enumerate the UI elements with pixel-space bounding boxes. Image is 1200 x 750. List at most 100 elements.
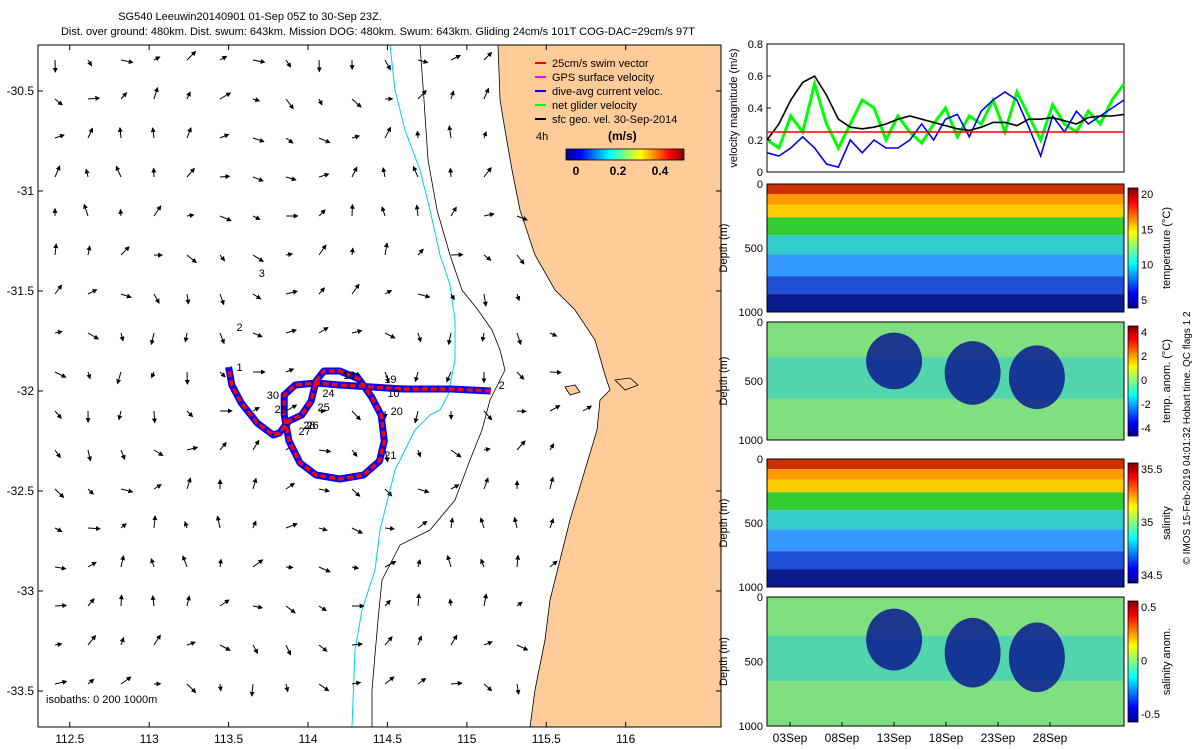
geo-velocity-arrow	[446, 371, 452, 383]
heatmap-ytick-label: 0	[757, 454, 763, 466]
track-day-label: 27	[298, 426, 310, 438]
geo-velocity-arrow	[219, 55, 228, 61]
geo-velocity-arrow	[186, 167, 195, 178]
geo-velocity-arrow	[351, 98, 362, 108]
time-xtick-label: 13Sep	[877, 731, 912, 745]
geo-velocity-arrow	[186, 127, 192, 139]
geo-velocity-arrow	[54, 410, 62, 420]
geo-velocity-arrow	[516, 371, 525, 380]
geo-velocity-arrow	[150, 127, 156, 139]
geo-velocity-arrow	[86, 371, 92, 380]
geo-velocity-arrow	[120, 246, 130, 256]
anomaly-blob	[1008, 622, 1065, 693]
geo-velocity-arrow	[117, 126, 123, 139]
geo-velocity-arrow	[87, 526, 101, 531]
map-xtick-label: 112.5	[55, 732, 84, 746]
geo-velocity-arrow	[483, 410, 493, 421]
geo-velocity-arrow	[183, 332, 189, 343]
geo-velocity-arrow	[285, 289, 299, 295]
geo-velocity-arrow	[482, 130, 488, 139]
geo-velocity-arrow	[252, 59, 266, 64]
geo-velocity-arrow	[54, 449, 61, 459]
geo-velocity-arrow	[153, 86, 159, 100]
time-xtick-label: 28Sep	[1033, 731, 1068, 745]
geo-velocity-arrow	[449, 517, 455, 529]
track-day-label: 2	[499, 380, 505, 392]
geo-velocity-arrow	[285, 98, 294, 110]
geo-velocity-arrow	[186, 213, 195, 219]
geo-velocity-arrow	[582, 405, 593, 412]
heatmap-border	[766, 458, 1125, 588]
legend-label: dive-avg current veloc.	[552, 86, 663, 98]
geo-velocity-arrow	[285, 59, 292, 68]
heatmap-ytick-label: 500	[745, 243, 763, 255]
heatmap-ytick-label: 0	[757, 317, 763, 329]
geo-velocity-arrow	[318, 172, 330, 178]
geo-velocity-arrow	[219, 133, 230, 139]
geo-velocity-arrow	[87, 127, 94, 139]
geo-velocity-arrow	[54, 329, 63, 335]
geo-velocity-arrow	[384, 59, 391, 71]
geo-velocity-arrow	[119, 636, 125, 646]
geo-velocity-arrow	[380, 206, 386, 217]
heatmap-ylabel: Depth (m)	[718, 499, 730, 548]
geo-velocity-arrow	[87, 95, 101, 101]
geo-velocity-arrow	[384, 676, 395, 685]
geo-velocity-arrow	[87, 332, 100, 340]
time-xtick-label: 23Sep	[981, 731, 1016, 745]
track-day-label: 29	[275, 404, 287, 416]
geo-velocity-arrow	[351, 283, 360, 295]
map-y-axis: -30.5 -31 -31.5 -32 -32.5 -33 -33.5	[7, 84, 721, 698]
heatmap-band	[767, 204, 1124, 218]
geo-velocity-arrow	[318, 244, 327, 256]
speed-colorbar	[565, 148, 685, 161]
heatmap-colorbar	[1127, 462, 1139, 584]
geo-velocity-arrow	[415, 130, 421, 139]
geo-velocity-arrow	[483, 593, 488, 607]
geo-velocity-arrow	[252, 97, 261, 103]
geo-velocity-arrow	[149, 332, 155, 346]
geo-velocity-arrow	[318, 566, 331, 573]
legend-label: 25cm/s swim vector	[552, 58, 649, 70]
heatmap-sal_anom: 0 500 1000 Depth (m) 0.5 0 -0.5 salinity anom.	[718, 592, 1173, 733]
geo-velocity-arrow	[416, 449, 422, 458]
geo-velocity-arrow	[118, 208, 124, 217]
geo-velocity-arrow	[417, 248, 424, 256]
geo-velocity-arrow	[183, 521, 189, 529]
heatmap-ytick-label: 0	[757, 179, 763, 191]
geo-velocity-arrow	[450, 206, 457, 217]
heatmap-ytick-label: 1000	[739, 721, 763, 733]
geo-velocity-arrow	[351, 371, 362, 377]
track-day-label: 28	[303, 420, 315, 432]
geo-velocity-arrow	[318, 487, 331, 493]
geo-velocity-arrow	[215, 515, 221, 529]
geo-velocity-arrow	[417, 59, 429, 64]
geo-velocity-arrow	[549, 369, 562, 375]
colorbar-tick-label: 10	[1141, 260, 1153, 272]
geo-velocity-arrow	[87, 561, 97, 568]
geo-velocity-arrow	[447, 125, 453, 139]
figure-subtitle: Dist. over ground: 480km. Dist. swum: 64…	[61, 26, 695, 38]
geo-velocity-arrow	[285, 252, 294, 258]
velocity-ytick-label: 0	[757, 167, 763, 179]
map-xtick-label: 113	[140, 732, 159, 746]
geo-velocity-arrow	[285, 522, 298, 529]
geo-velocity-arrow	[513, 516, 518, 529]
geo-velocity-arrow	[483, 477, 489, 490]
anomaly-blob	[866, 332, 923, 390]
geo-velocity-arrow	[318, 683, 330, 692]
geo-velocity-arrow	[252, 332, 263, 338]
map-legend: 25cm/s swim vector GPS surface velocity di…	[535, 58, 685, 178]
colorbar-tick-label: 0	[1141, 375, 1147, 387]
colorbar-label: temp. anom. (°C)	[1161, 339, 1173, 423]
colorbar-tick-label: -4	[1141, 423, 1151, 435]
geo-velocity-arrow	[482, 293, 488, 307]
heatmap-ytick-label: 1000	[739, 435, 763, 447]
geo-velocity-arrow	[483, 683, 493, 692]
geo-velocity-arrow	[252, 137, 265, 143]
geo-velocity-arrow	[54, 98, 63, 106]
geo-velocity-arrow	[87, 634, 97, 646]
track-day-label: 1	[237, 362, 243, 374]
geo-velocity-arrow	[120, 293, 132, 299]
